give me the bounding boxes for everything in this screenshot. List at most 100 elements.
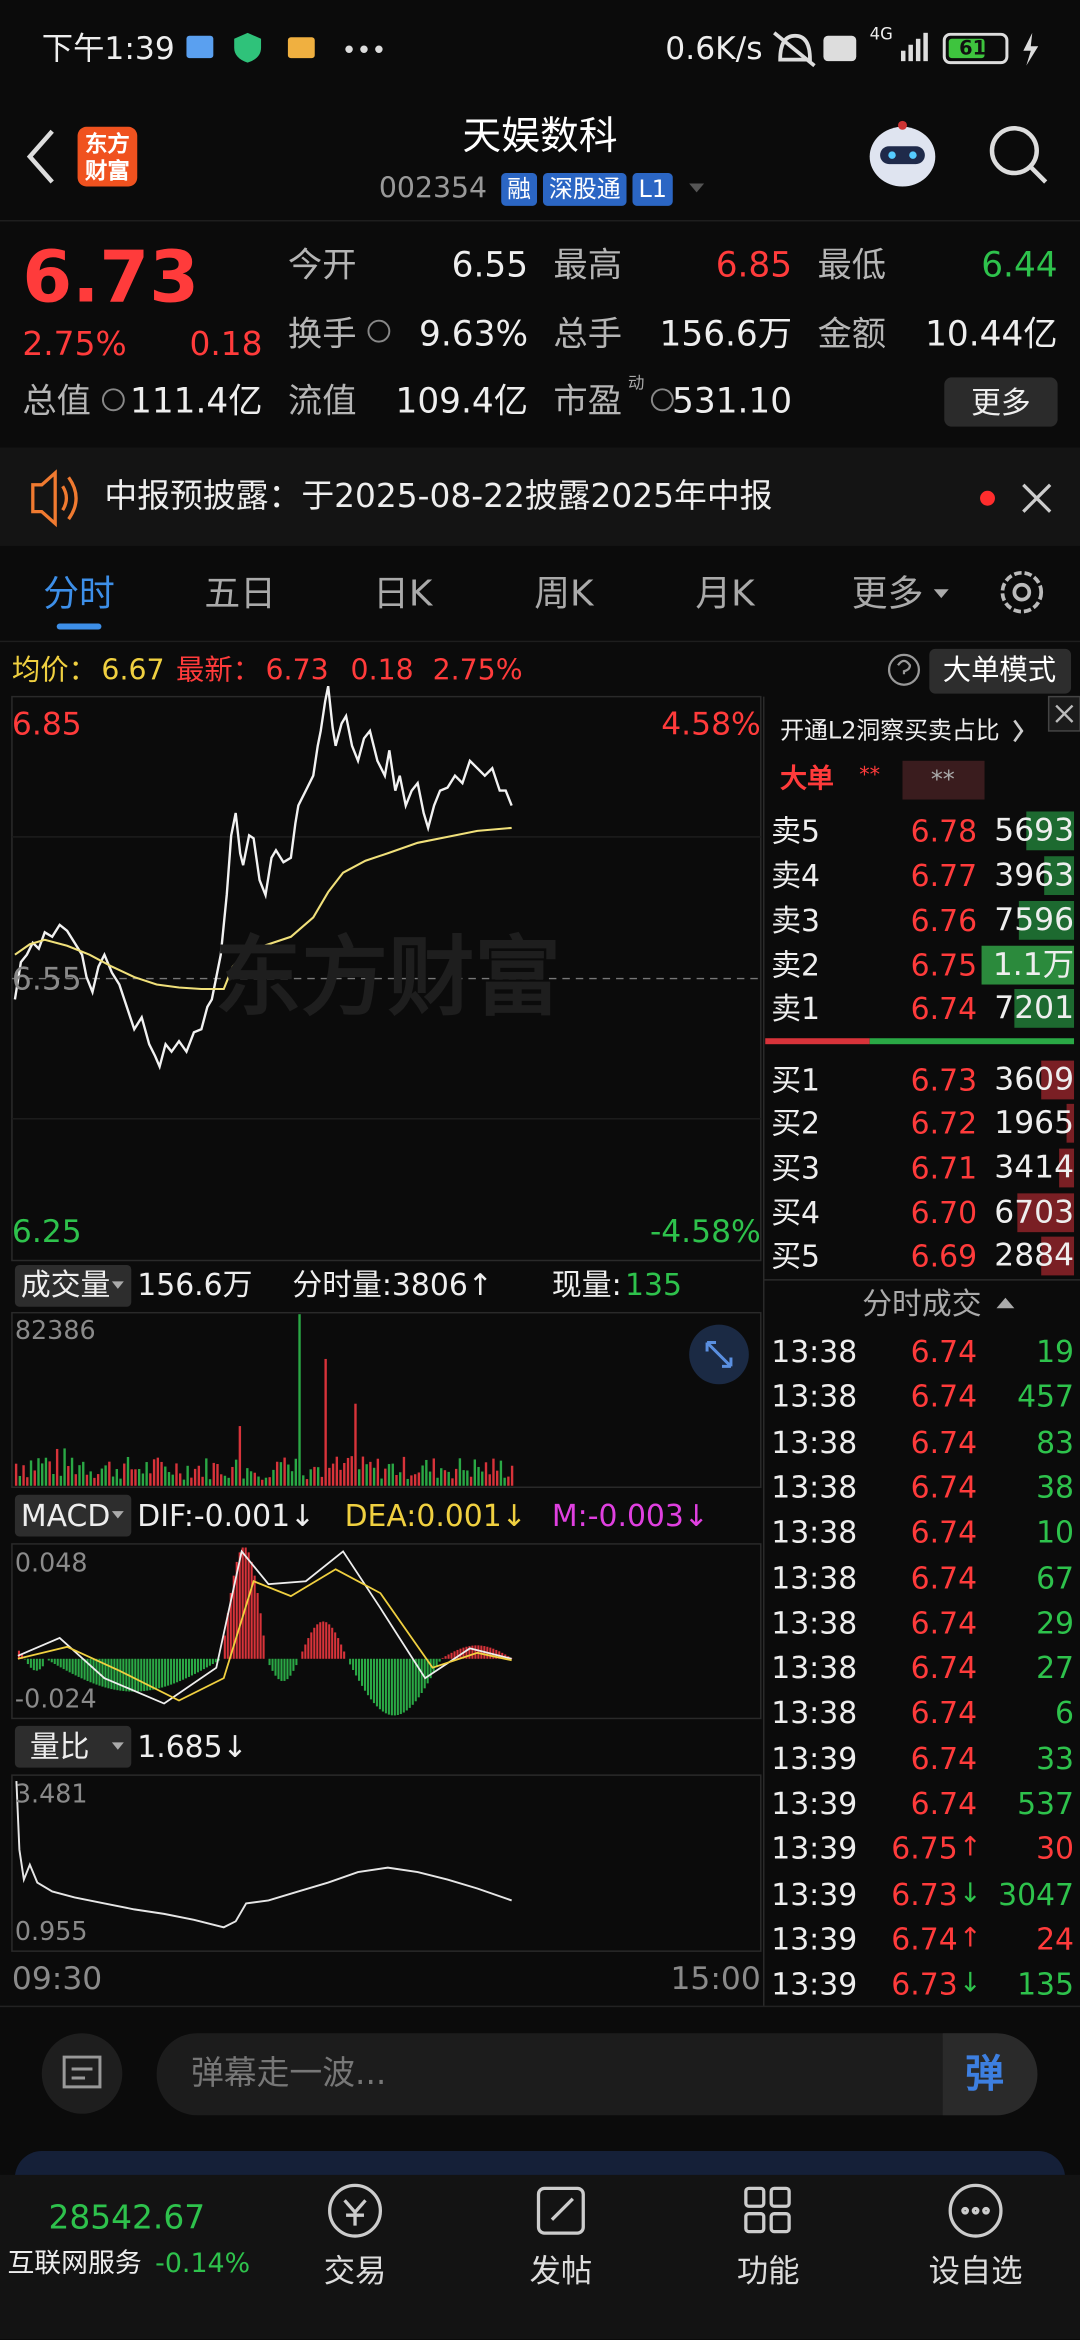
indicator-button-bg[interactable] bbox=[14, 1264, 132, 1307]
macd-bar bbox=[86, 1658, 89, 1682]
volume-bar bbox=[78, 1465, 81, 1486]
macd-bar bbox=[92, 1658, 95, 1684]
bid-label: 买3 bbox=[771, 1150, 821, 1186]
help-icon[interactable] bbox=[887, 653, 921, 686]
macd-dif-line bbox=[17, 1549, 512, 1705]
bid-volume: 3609 bbox=[994, 1061, 1075, 1098]
l2-promo[interactable]: 开通L2洞察买卖占比 bbox=[780, 716, 1000, 745]
sort-icon bbox=[996, 1297, 1015, 1309]
chevron bbox=[1013, 719, 1024, 743]
macd-bar bbox=[435, 1658, 438, 1668]
panel-close[interactable] bbox=[1047, 695, 1080, 732]
tab[interactable]: 周K bbox=[534, 572, 594, 615]
volume-bar bbox=[33, 1470, 36, 1486]
tab[interactable]: 五日 bbox=[204, 572, 276, 615]
tab[interactable]: 分时 bbox=[43, 572, 115, 615]
expand-button[interactable] bbox=[689, 1324, 749, 1385]
comment-input[interactable] bbox=[156, 2033, 1037, 2116]
mode-button[interactable]: 大单模式 bbox=[942, 654, 1057, 687]
volume-bar bbox=[488, 1474, 491, 1486]
trade-time: 13:39 bbox=[771, 1875, 858, 1912]
volume-bar bbox=[272, 1469, 275, 1486]
volume-bar bbox=[212, 1462, 215, 1486]
ask-volume: 3963 bbox=[994, 856, 1075, 893]
macd-bar bbox=[122, 1658, 125, 1692]
ask-bar bbox=[1018, 900, 1075, 940]
assistant-icon[interactable] bbox=[869, 120, 936, 187]
macd-frame bbox=[11, 1543, 762, 1720]
comment-icon-bg[interactable] bbox=[41, 2033, 123, 2114]
volume-bar bbox=[436, 1477, 439, 1486]
trade-price: 6.73 bbox=[891, 1875, 958, 1912]
nav-item[interactable]: 功能 bbox=[736, 2253, 800, 2290]
bid-bar bbox=[1041, 1060, 1075, 1100]
macd-bar bbox=[414, 1658, 417, 1702]
volume-bar bbox=[320, 1476, 324, 1486]
settings-button[interactable] bbox=[1000, 570, 1044, 614]
volume-bar bbox=[473, 1459, 477, 1486]
trade-price: 6.74 bbox=[910, 1740, 978, 1777]
tab[interactable]: 更多 bbox=[851, 572, 924, 615]
comment-placeholder[interactable]: 弹幕走一波... bbox=[190, 2055, 387, 2093]
volume-bar bbox=[242, 1478, 245, 1486]
volume-bar bbox=[220, 1474, 223, 1486]
notice-close[interactable] bbox=[1022, 483, 1052, 513]
volume-bar bbox=[387, 1464, 391, 1486]
macd-bar bbox=[429, 1658, 432, 1679]
trade-volume: 33 bbox=[1036, 1740, 1075, 1777]
volume-bar bbox=[302, 1475, 305, 1486]
send-button-bg[interactable] bbox=[942, 2033, 1038, 2116]
mode-button-bg[interactable] bbox=[929, 648, 1072, 694]
volume-bar bbox=[238, 1426, 242, 1486]
volume-bar bbox=[246, 1468, 249, 1486]
volume-bar bbox=[316, 1467, 320, 1486]
macd-bar bbox=[319, 1622, 322, 1659]
trade-price: 6.74 bbox=[891, 1921, 958, 1957]
indicator-button-bg[interactable] bbox=[14, 1494, 132, 1537]
volume-bar bbox=[175, 1463, 178, 1486]
macd-dea: DEA:0.001↓ bbox=[344, 1497, 527, 1534]
search-button[interactable] bbox=[989, 126, 1048, 184]
volume-bar bbox=[171, 1474, 174, 1486]
trade-price: 6.74 bbox=[910, 1423, 978, 1460]
macd-bar bbox=[104, 1658, 107, 1688]
index-name: 互联网服务 bbox=[7, 2248, 142, 2280]
nav-item[interactable]: 设自选 bbox=[928, 2253, 1023, 2290]
volume-bar bbox=[70, 1457, 74, 1486]
volume-bar bbox=[123, 1463, 126, 1486]
bid-volume: 3414 bbox=[994, 1149, 1075, 1186]
trade-volume: 3047 bbox=[998, 1875, 1075, 1912]
ask-price: 6.76 bbox=[910, 902, 978, 939]
nav-item[interactable]: 发帖 bbox=[529, 2253, 593, 2290]
more-button[interactable]: 更多 bbox=[971, 384, 1031, 421]
macd-bars bbox=[17, 1547, 513, 1716]
tab[interactable]: 月K bbox=[695, 572, 755, 615]
indicator-button[interactable]: MACD bbox=[20, 1497, 111, 1534]
macd-bar bbox=[378, 1658, 381, 1710]
indicator-button-bg[interactable] bbox=[14, 1725, 132, 1768]
volume-bar bbox=[279, 1462, 283, 1486]
dropdown-icon bbox=[111, 1742, 124, 1750]
more-button-bg[interactable] bbox=[944, 377, 1058, 427]
send-button[interactable]: 弹 bbox=[965, 2052, 1004, 2098]
macd-bar bbox=[184, 1658, 188, 1679]
indicator-button[interactable]: 成交量 bbox=[20, 1266, 111, 1303]
bid-price: 6.70 bbox=[910, 1194, 978, 1231]
indicator-button[interactable]: 量比 bbox=[29, 1728, 90, 1765]
volume-bar bbox=[365, 1464, 368, 1486]
notice-text[interactable]: 中报预披露：于2025-08-22披露2025年中报 bbox=[104, 478, 773, 517]
nav-item[interactable]: 交易 bbox=[323, 2253, 387, 2290]
volume-bar bbox=[179, 1473, 182, 1486]
volume-bar bbox=[499, 1460, 503, 1486]
latest-value: 6.73 bbox=[265, 654, 329, 687]
macd-dea-line bbox=[17, 1568, 512, 1702]
axis-label: 0.955 bbox=[14, 1917, 88, 1948]
trade-price: 6.74 bbox=[910, 1695, 978, 1731]
macd-bar bbox=[307, 1638, 310, 1659]
tab[interactable]: 日K bbox=[373, 572, 433, 615]
back-button[interactable] bbox=[26, 129, 54, 184]
index-value[interactable]: 28542.67 bbox=[48, 2200, 206, 2238]
book-bars bbox=[981, 811, 1075, 1276]
macd-bar bbox=[53, 1658, 56, 1665]
battery-level-text: 61 bbox=[959, 38, 987, 61]
